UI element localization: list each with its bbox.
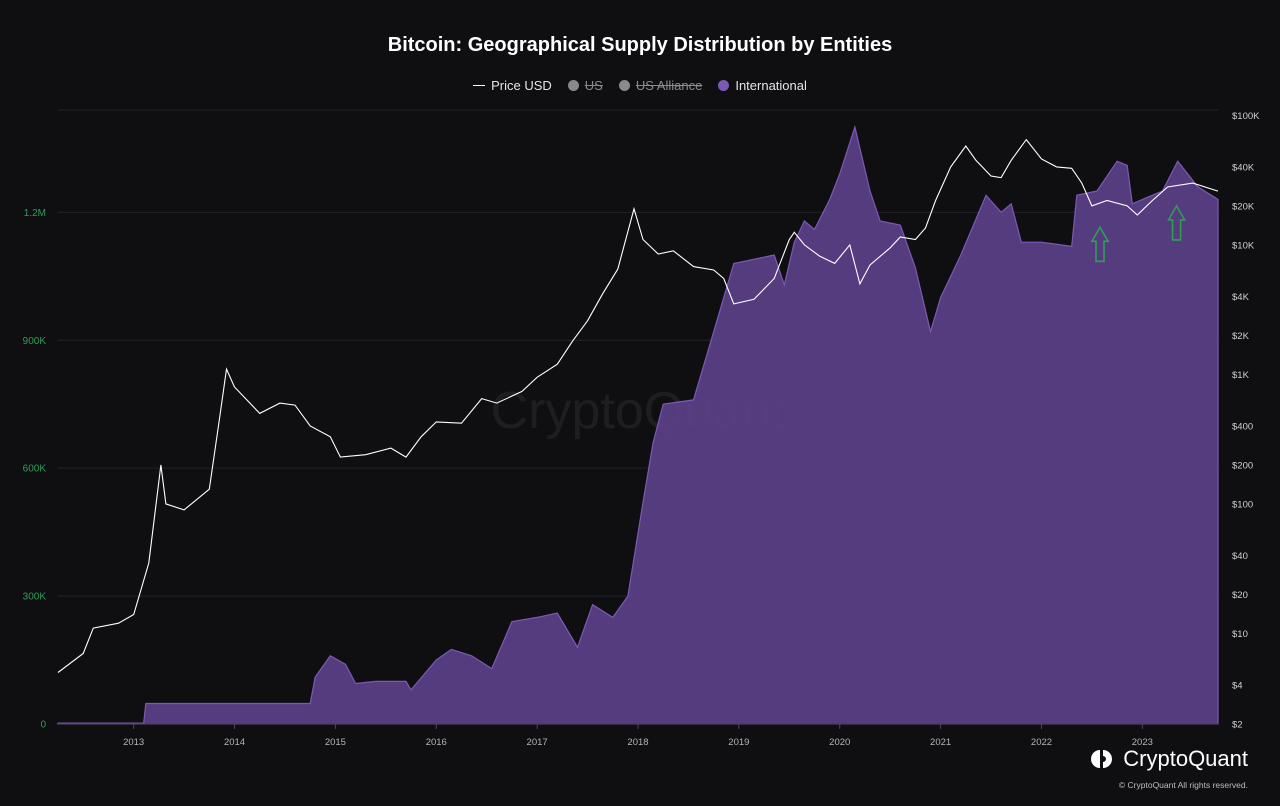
left-tick-label: 1.2M: [24, 208, 46, 219]
dot-icon: [718, 80, 730, 91]
dot-icon: [567, 80, 579, 91]
x-tick-label: 2023: [1132, 737, 1153, 748]
bottom-axis: 2013 2014 2015 2016 2017 2018 2019 2020 2021 2022…: [58, 723, 1218, 748]
price-line-layer: [57, 138, 1219, 673]
international-area-layer: [57, 124, 1219, 725]
right-tick-label: $4: [1232, 681, 1243, 692]
right-tick-label: $2K: [1232, 331, 1250, 342]
right-tick-label: $100: [1232, 499, 1253, 510]
arrow-up-icon: [1167, 204, 1186, 241]
legend-item-price-usd[interactable]: Price USD: [473, 78, 552, 93]
right-tick-label: $4K: [1232, 292, 1250, 303]
right-tick-label: $20: [1232, 590, 1248, 601]
x-tick-label: 2020: [829, 737, 850, 748]
right-tick-label: $40K: [1232, 162, 1255, 173]
right-axis: $2 $4 $10 $20 $40 $100 $200 $400 $1K $2K $4K $10K $2…: [1232, 111, 1260, 731]
x-tick-label: 2014: [224, 737, 245, 748]
right-tick-label: $40: [1232, 551, 1248, 562]
legend-item-us-alliance[interactable]: US Alliance: [618, 78, 703, 93]
x-tick-label: 2016: [426, 737, 447, 748]
chart-title: Bitcoin: Geographical Supply Distributio…: [387, 34, 893, 56]
x-tick-label: 2017: [527, 737, 548, 748]
legend-item-us[interactable]: US: [567, 78, 603, 93]
legend-label: Price USD: [491, 78, 552, 93]
x-tick-label: 2018: [627, 737, 648, 748]
x-tick-label: 2015: [325, 737, 346, 748]
x-tick-label: 2021: [930, 737, 951, 748]
left-axis: 0 300K 600K 900K 1.2M: [23, 208, 47, 731]
x-tick-label: 2022: [1031, 737, 1052, 748]
price-usd-line: [57, 138, 1219, 673]
legend: Price USD US US Alliance International: [0, 78, 1280, 93]
copyright: © CryptoQuant All rights reserved.: [1118, 780, 1248, 790]
brand-name: CryptoQuant: [1123, 746, 1248, 771]
dot-icon: [618, 80, 630, 91]
legend-label: US Alliance: [635, 78, 703, 93]
x-tick-label: 2013: [123, 737, 144, 748]
right-tick-label: $200: [1232, 460, 1253, 471]
cryptoquant-logo-icon: [1091, 750, 1113, 768]
left-tick-label: 300K: [23, 592, 47, 603]
legend-label: US: [584, 78, 603, 93]
left-tick-label: 600K: [23, 464, 47, 475]
right-tick-label: $1K: [1232, 370, 1250, 381]
right-tick-label: $400: [1232, 421, 1253, 432]
right-tick-label: $10K: [1232, 240, 1255, 251]
left-tick-label: 900K: [23, 336, 47, 347]
line-icon: [473, 85, 486, 86]
arrow-up-icon: [1090, 225, 1110, 263]
annotations: [1090, 204, 1186, 263]
right-tick-label: $20K: [1232, 201, 1255, 212]
legend-label: International: [735, 78, 807, 93]
right-tick-label: $10: [1232, 629, 1248, 640]
left-tick-label: 0: [40, 720, 46, 731]
right-tick-label: $2: [1232, 720, 1243, 731]
right-tick-label: $100K: [1232, 111, 1260, 122]
x-tick-label: 2019: [728, 737, 749, 748]
legend-item-international[interactable]: International: [718, 78, 807, 93]
international-area: [57, 124, 1219, 725]
brand: CryptoQuant: [1089, 746, 1248, 772]
